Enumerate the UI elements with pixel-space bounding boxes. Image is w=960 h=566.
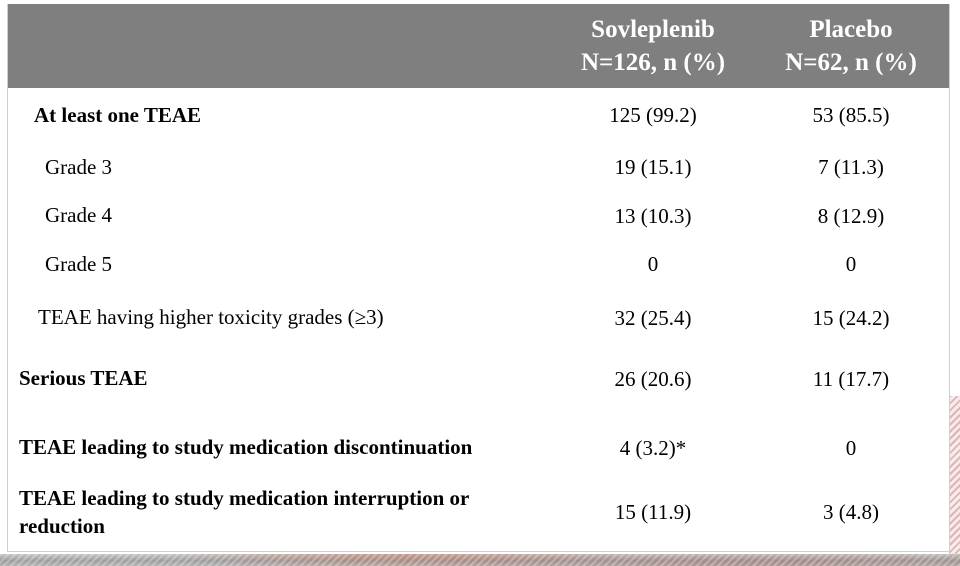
placebo-n: N=62, n (%) xyxy=(785,49,917,76)
sovleplenib-name: Sovleplenib xyxy=(591,16,715,43)
column-header-placebo: Placebo N=62, n (%) xyxy=(753,4,949,88)
placebo-value: 0 xyxy=(845,435,857,460)
row-label: TEAE leading to study medication interru… xyxy=(19,486,469,538)
table-body: At least one TEAE 125 (99.2) 53 (85.5) G… xyxy=(8,88,949,540)
header-label-spacer xyxy=(8,4,553,88)
row-label: Grade 4 xyxy=(45,203,113,228)
teae-table: Sovleplenib N=126, n (%) Placebo N=62, n… xyxy=(7,4,950,552)
footer-swirl-band xyxy=(0,554,960,566)
placebo-value: 7 (11.3) xyxy=(818,155,884,179)
placebo-value: 15 (24.2) xyxy=(812,305,890,330)
table-row: TEAE leading to study medication interru… xyxy=(8,485,949,540)
pink-stripe-decoration xyxy=(949,396,960,556)
placebo-value: 0 xyxy=(845,252,857,276)
table-row: TEAE leading to study medication discont… xyxy=(8,411,949,485)
table-row: Grade 5 0 0 xyxy=(8,240,949,289)
row-label: At least one TEAE xyxy=(34,102,202,127)
sovleplenib-value: 19 (15.1) xyxy=(614,155,692,179)
table-row: Grade 3 19 (15.1) 7 (11.3) xyxy=(8,143,949,192)
sovleplenib-value: 32 (25.4) xyxy=(614,305,692,330)
table-header-row: Sovleplenib N=126, n (%) Placebo N=62, n… xyxy=(8,4,949,88)
sovleplenib-value: 4 (3.2)* xyxy=(619,435,687,460)
sovleplenib-value: 0 xyxy=(647,252,659,276)
column-header-sovleplenib: Sovleplenib N=126, n (%) xyxy=(553,4,753,88)
placebo-value: 3 (4.8) xyxy=(823,500,879,525)
placebo-value: 11 (17.7) xyxy=(812,366,890,391)
sovleplenib-value: 26 (20.6) xyxy=(614,366,692,391)
row-label: TEAE leading to study medication discont… xyxy=(19,435,473,460)
row-label: Grade 5 xyxy=(45,251,113,276)
placebo-value: 8 (12.9) xyxy=(817,203,885,228)
table-row: TEAE having higher toxicity grades (≥3) … xyxy=(8,289,949,347)
placebo-name: Placebo xyxy=(809,16,893,43)
sovleplenib-value: 125 (99.2) xyxy=(609,103,697,127)
sovleplenib-n: N=126, n (%) xyxy=(580,49,726,76)
sovleplenib-value: 15 (11.9) xyxy=(614,500,692,525)
row-label: Serious TEAE xyxy=(19,366,148,391)
placebo-value: 53 (85.5) xyxy=(812,103,890,127)
table-row: At least one TEAE 125 (99.2) 53 (85.5) xyxy=(8,88,949,143)
row-label: Grade 3 xyxy=(45,154,113,179)
row-label: TEAE having higher toxicity grades (≥3) xyxy=(38,305,384,330)
sovleplenib-value: 13 (10.3) xyxy=(614,203,692,228)
table-row: Serious TEAE 26 (20.6) 11 (17.7) xyxy=(8,347,949,411)
table-row: Grade 4 13 (10.3) 8 (12.9) xyxy=(8,192,949,240)
